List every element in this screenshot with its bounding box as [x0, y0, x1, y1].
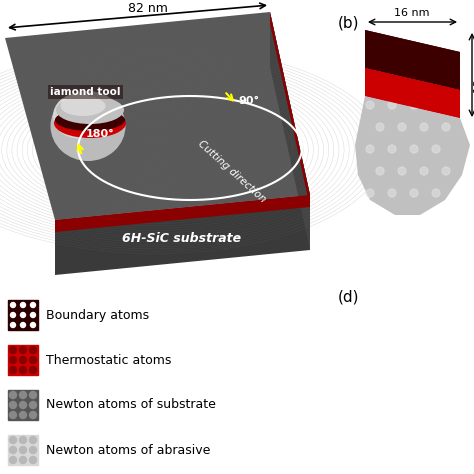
- Circle shape: [376, 167, 384, 175]
- Circle shape: [19, 437, 27, 444]
- Ellipse shape: [61, 96, 106, 116]
- Circle shape: [420, 167, 428, 175]
- Ellipse shape: [56, 96, 124, 124]
- Polygon shape: [365, 68, 460, 118]
- Polygon shape: [55, 195, 310, 275]
- Circle shape: [432, 101, 440, 109]
- Circle shape: [19, 401, 27, 409]
- Circle shape: [20, 302, 26, 308]
- Bar: [8, 300, 38, 330]
- Ellipse shape: [54, 108, 126, 138]
- Text: 6H-SiC substrate: 6H-SiC substrate: [122, 231, 242, 245]
- Polygon shape: [5, 12, 310, 220]
- Circle shape: [398, 167, 406, 175]
- Circle shape: [29, 411, 36, 419]
- Circle shape: [29, 366, 36, 374]
- Circle shape: [410, 189, 418, 197]
- Text: 82 nm: 82 nm: [128, 1, 168, 15]
- Circle shape: [29, 392, 36, 399]
- Circle shape: [19, 456, 27, 464]
- Circle shape: [9, 401, 17, 409]
- Circle shape: [432, 189, 440, 197]
- Circle shape: [19, 356, 27, 364]
- Circle shape: [9, 437, 17, 444]
- Text: Boundary atoms: Boundary atoms: [46, 309, 149, 321]
- Circle shape: [20, 312, 26, 318]
- Polygon shape: [270, 12, 310, 250]
- Text: 90°: 90°: [238, 96, 259, 106]
- Polygon shape: [365, 68, 460, 118]
- Circle shape: [19, 447, 27, 454]
- Circle shape: [19, 346, 27, 354]
- Circle shape: [388, 189, 396, 197]
- Circle shape: [29, 401, 36, 409]
- Circle shape: [30, 312, 36, 318]
- Circle shape: [410, 101, 418, 109]
- Circle shape: [9, 356, 17, 364]
- Polygon shape: [355, 96, 470, 215]
- Circle shape: [398, 123, 406, 131]
- Circle shape: [442, 167, 450, 175]
- Circle shape: [30, 302, 36, 308]
- Circle shape: [29, 437, 36, 444]
- Circle shape: [366, 145, 374, 153]
- Polygon shape: [270, 12, 310, 250]
- Circle shape: [9, 456, 17, 464]
- Text: iamond tool: iamond tool: [50, 87, 120, 97]
- Circle shape: [388, 101, 396, 109]
- Circle shape: [29, 356, 36, 364]
- Circle shape: [9, 366, 17, 374]
- Text: Thermostatic atoms: Thermostatic atoms: [46, 354, 172, 366]
- Polygon shape: [55, 195, 310, 232]
- Circle shape: [29, 447, 36, 454]
- Text: Cutting direction: Cutting direction: [196, 139, 268, 205]
- Text: Newton atoms of abrasive: Newton atoms of abrasive: [46, 444, 210, 456]
- Circle shape: [9, 346, 17, 354]
- Circle shape: [19, 366, 27, 374]
- Polygon shape: [270, 12, 310, 207]
- Ellipse shape: [51, 91, 126, 161]
- Ellipse shape: [53, 93, 103, 138]
- Polygon shape: [365, 30, 460, 90]
- Circle shape: [410, 145, 418, 153]
- Polygon shape: [365, 30, 460, 90]
- Ellipse shape: [59, 97, 87, 119]
- Circle shape: [9, 392, 17, 399]
- Circle shape: [442, 123, 450, 131]
- Circle shape: [29, 346, 36, 354]
- Circle shape: [432, 145, 440, 153]
- Circle shape: [19, 392, 27, 399]
- Circle shape: [10, 302, 16, 308]
- Circle shape: [376, 123, 384, 131]
- Circle shape: [9, 411, 17, 419]
- Bar: [8, 435, 38, 465]
- Text: 16 nm: 16 nm: [394, 8, 430, 18]
- Circle shape: [10, 322, 16, 328]
- Text: (b): (b): [338, 15, 359, 30]
- Text: (d): (d): [338, 290, 359, 305]
- Circle shape: [30, 322, 36, 328]
- Ellipse shape: [55, 109, 125, 131]
- Text: 180°: 180°: [86, 129, 115, 139]
- Circle shape: [366, 189, 374, 197]
- Bar: [8, 390, 38, 420]
- Circle shape: [10, 312, 16, 318]
- Circle shape: [420, 123, 428, 131]
- Circle shape: [29, 456, 36, 464]
- Text: Newton atoms of substrate: Newton atoms of substrate: [46, 399, 216, 411]
- Circle shape: [366, 101, 374, 109]
- Bar: [8, 345, 38, 375]
- Circle shape: [19, 411, 27, 419]
- Circle shape: [20, 322, 26, 328]
- Circle shape: [388, 145, 396, 153]
- Circle shape: [9, 447, 17, 454]
